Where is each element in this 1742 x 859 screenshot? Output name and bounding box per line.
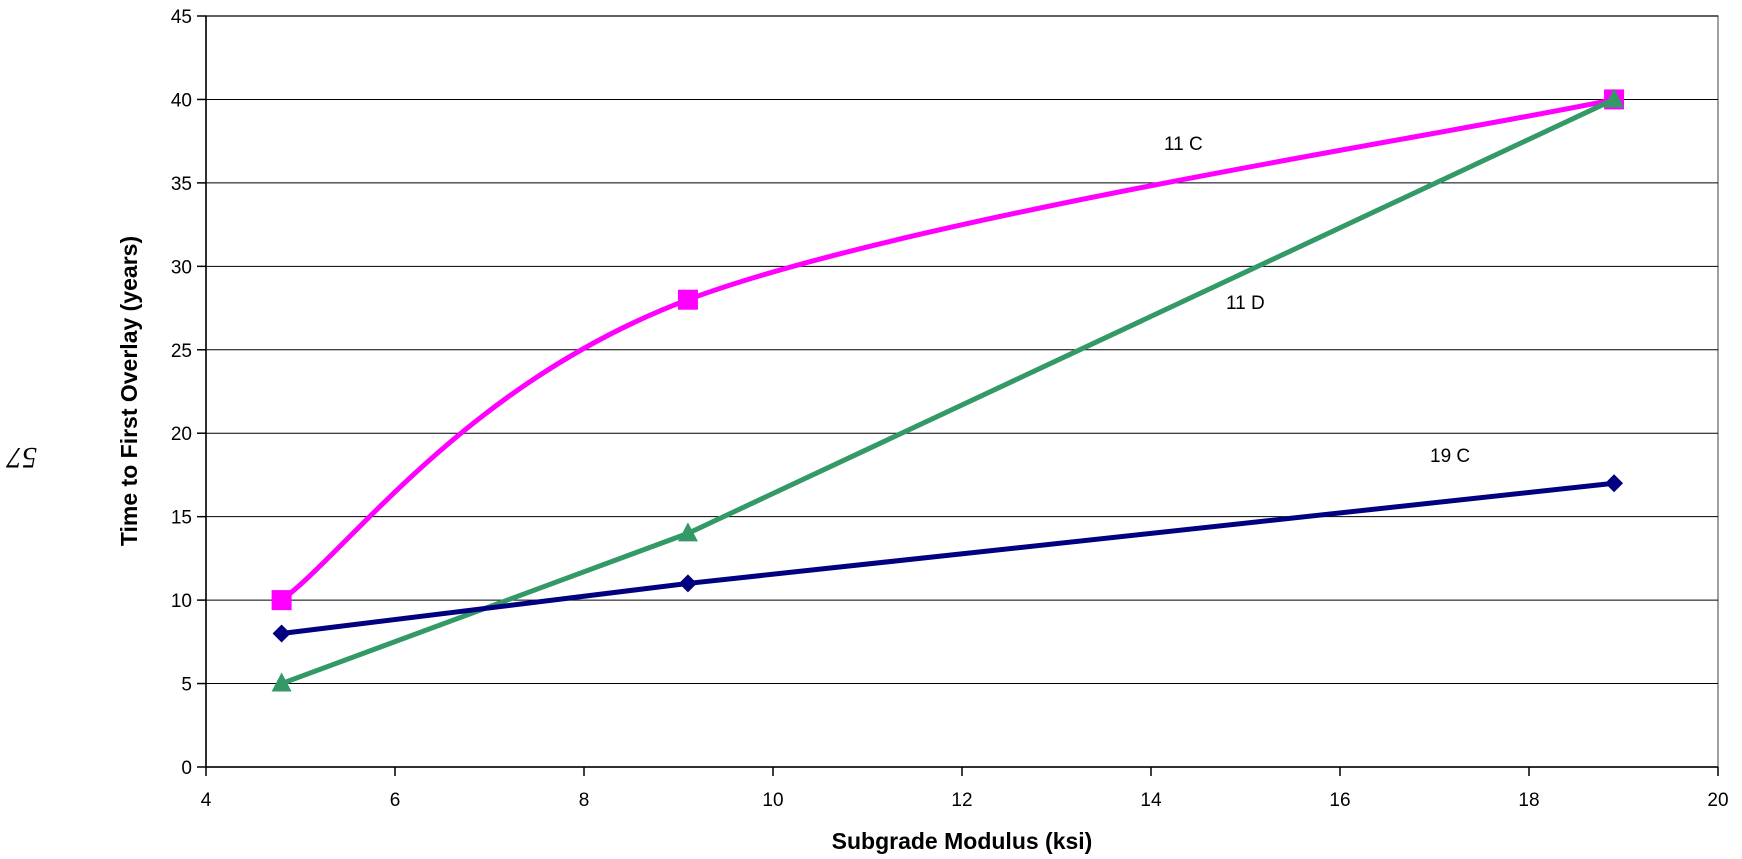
y-axis-title: Time to First Overlay (years): [116, 236, 142, 546]
y-tick-label: 20: [171, 424, 192, 445]
data-point-19c: [272, 624, 291, 643]
x-axis-title: Subgrade Modulus (ksi): [832, 828, 1093, 854]
x-tick-label: 14: [1140, 790, 1162, 811]
data-point-11d: [271, 672, 292, 692]
y-tick-label: 15: [171, 508, 192, 529]
data-point-11d: [1604, 88, 1625, 108]
x-tick-label: 10: [762, 790, 783, 811]
data-point-19c: [678, 574, 697, 593]
series-label-19c: 19 C: [1430, 446, 1470, 467]
series-label-11d: 11 D: [1226, 293, 1265, 314]
data-point-19c: [1605, 474, 1624, 493]
series-group: [271, 88, 1625, 692]
x-tick-label: 6: [390, 790, 401, 811]
y-tick-label: 30: [171, 257, 192, 278]
data-point-11c: [271, 590, 292, 611]
y-axis-ticks: 0 5 10 15 20 25 30 35 40 45: [171, 7, 206, 779]
x-tick-label: 20: [1707, 790, 1728, 811]
y-tick-label: 10: [171, 591, 192, 612]
data-point-11d: [677, 522, 698, 542]
data-point-11c: [677, 289, 698, 310]
y-tick-label: 25: [171, 341, 192, 362]
y-tick-label: 5: [181, 675, 192, 696]
x-tick-label: 18: [1518, 790, 1539, 811]
x-axis-ticks: 4 6 8 10 12 14 16 18 20: [201, 767, 1729, 811]
y-tick-label: 45: [171, 7, 192, 28]
x-tick-label: 16: [1329, 790, 1350, 811]
y-tick-label: 0: [181, 758, 192, 779]
series-label-11c: 11 C: [1164, 134, 1203, 155]
x-tick-label: 8: [579, 790, 590, 811]
page-number: 57: [5, 441, 37, 474]
x-tick-label: 4: [201, 790, 212, 811]
y-tick-label: 40: [171, 90, 192, 111]
y-tick-label: 35: [171, 174, 192, 195]
plot-area: [205, 15, 1719, 768]
x-tick-label: 12: [951, 790, 972, 811]
series-line-11c: [279, 96, 1617, 603]
